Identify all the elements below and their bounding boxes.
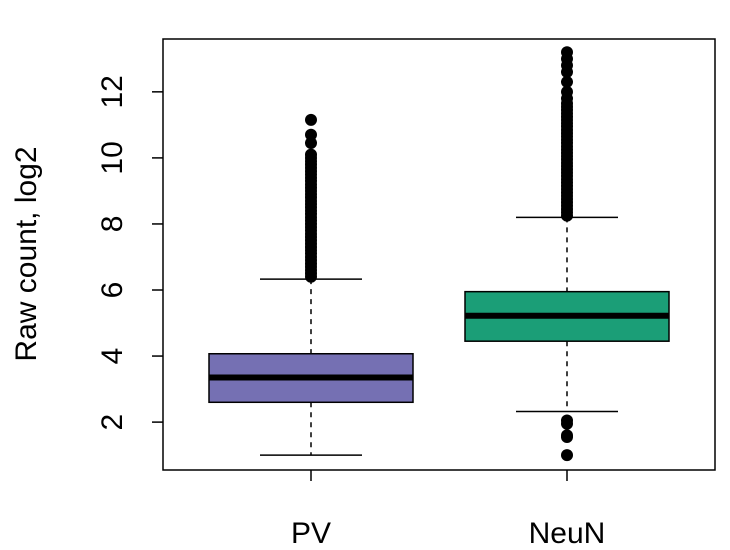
outlier-point (561, 414, 573, 427)
x-tick-label-pv: PV (291, 517, 331, 550)
y-tick-label: 2 (96, 414, 129, 431)
outlier-point (561, 75, 573, 88)
box-neun (464, 46, 670, 462)
outlier-point (561, 429, 573, 442)
y-tick-label: 10 (96, 141, 129, 174)
outlier-point (305, 113, 317, 126)
outlier-point (561, 449, 573, 462)
plot-frame (162, 38, 716, 471)
outlier-point (305, 128, 317, 141)
outlier-point (561, 85, 573, 98)
y-axis-label: Raw count, log2 (10, 146, 43, 361)
outlier-point (305, 148, 317, 161)
y-tick-label: 4 (96, 348, 129, 365)
y-axis: 2 4 6 8 10 12 (96, 75, 163, 430)
x-tick-label-neun: NeuN (529, 517, 606, 550)
y-tick-label: 12 (96, 75, 129, 108)
outlier-point (305, 137, 317, 150)
y-tick-label: 6 (96, 282, 129, 299)
boxes (208, 46, 670, 462)
outlier-point (561, 46, 573, 59)
y-tick-label: 8 (96, 216, 129, 233)
box-pv (208, 113, 414, 456)
x-axis: PV NeuN (291, 470, 605, 550)
